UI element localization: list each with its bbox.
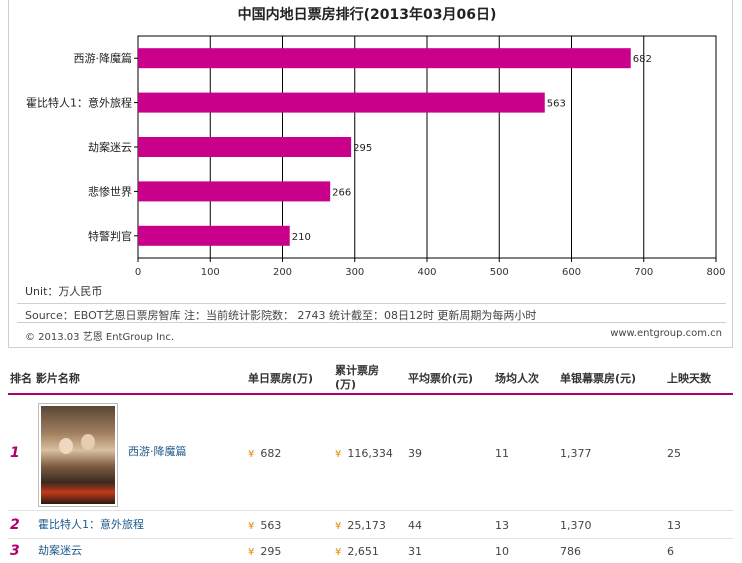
header-rank-name: 排名 影片名称 bbox=[10, 372, 80, 385]
rank-number: 2 bbox=[10, 517, 20, 533]
avg-ticket-price: 31 bbox=[408, 545, 422, 558]
cumulative-box-office: ¥25,173 bbox=[335, 519, 386, 532]
per-screen-box-office: 1,370 bbox=[560, 519, 592, 532]
cumulative-box-office: ¥116,334 bbox=[335, 447, 393, 460]
days-showing: 25 bbox=[667, 447, 681, 460]
header-cumulative: 累计票房 (万) bbox=[335, 364, 379, 392]
header-avg-price: 平均票价(元) bbox=[408, 372, 474, 385]
x-tick-label: 200 bbox=[273, 267, 292, 278]
category-label: 西游·降魔篇 bbox=[74, 51, 133, 65]
table-header: 排名 影片名称 单日票房(万) 累计票房 (万) 平均票价(元) 场均人次 单银… bbox=[8, 363, 733, 395]
website-link[interactable]: www.entgroup.com.cn bbox=[610, 328, 722, 339]
header-days: 上映天数 bbox=[667, 372, 711, 385]
data-label: 266 bbox=[332, 187, 351, 198]
per-screen-box-office: 786 bbox=[560, 545, 581, 558]
data-label: 682 bbox=[633, 54, 652, 65]
unit-label: Unit：万人民币 bbox=[25, 285, 103, 298]
yuan-icon: ¥ bbox=[248, 449, 255, 460]
rank-number: 1 bbox=[10, 445, 20, 461]
movie-poster[interactable] bbox=[38, 403, 118, 507]
film-name-link[interactable]: 霍比特人1：意外旅程 bbox=[38, 518, 144, 531]
yuan-icon: ¥ bbox=[335, 449, 342, 460]
table-row: 1 西游·降魔篇 ¥682 ¥116,334 39 11 1,377 25 bbox=[8, 397, 733, 511]
table-row: 2 霍比特人1：意外旅程 ¥563 ¥25,173 44 13 1,370 13 bbox=[8, 511, 733, 539]
x-tick-label: 500 bbox=[490, 267, 509, 278]
header-cumulative-line1: 累计票房 bbox=[335, 364, 379, 377]
avg-attendance: 11 bbox=[495, 447, 509, 460]
header-per-screen: 单银幕票房(元) bbox=[560, 372, 637, 385]
bar bbox=[138, 137, 352, 157]
box-office-bar-chart: 中国内地日票房排行(2013年03月06日) 0 100 200 300 400 500 60… bbox=[26, 6, 726, 278]
daily-box-office: ¥295 bbox=[248, 545, 282, 558]
film-name-link[interactable]: 劫案迷云 bbox=[38, 544, 82, 557]
yuan-icon: ¥ bbox=[335, 521, 342, 532]
chart-title: 中国内地日票房排行(2013年03月06日) bbox=[238, 6, 497, 23]
x-tick-label: 600 bbox=[562, 267, 581, 278]
header-daily: 单日票房(万) bbox=[248, 372, 314, 385]
copyright-text: © 2013.03 艺恩 EntGroup Inc. bbox=[25, 332, 175, 343]
x-tick-label: 0 bbox=[135, 267, 141, 278]
daily-box-office: ¥563 bbox=[248, 519, 282, 532]
daily-box-office: ¥682 bbox=[248, 447, 282, 460]
avg-ticket-price: 44 bbox=[408, 519, 422, 532]
days-showing: 6 bbox=[667, 545, 674, 558]
header-cumulative-line2: (万) bbox=[335, 378, 357, 391]
x-tick-label: 700 bbox=[634, 267, 653, 278]
bar bbox=[138, 92, 545, 113]
rank-number: 3 bbox=[10, 543, 20, 559]
per-screen-box-office: 1,377 bbox=[560, 447, 592, 460]
box-office-table: 排名 影片名称 单日票房(万) 累计票房 (万) 平均票价(元) 场均人次 单银… bbox=[8, 363, 733, 563]
avg-ticket-price: 39 bbox=[408, 447, 422, 460]
cumulative-box-office: ¥2,651 bbox=[335, 545, 379, 558]
data-label: 210 bbox=[292, 232, 311, 243]
yuan-icon: ¥ bbox=[248, 547, 255, 558]
source-note: Source：EBOT艺恩日票房智库 注：当前统计影院数： 2743 统计截至：… bbox=[17, 303, 726, 323]
yuan-icon: ¥ bbox=[335, 547, 342, 558]
avg-attendance: 10 bbox=[495, 545, 509, 558]
x-tick-label: 800 bbox=[706, 267, 725, 278]
category-label: 霍比特人1：意外旅程 bbox=[26, 96, 132, 110]
x-tick-label: 300 bbox=[345, 267, 364, 278]
yuan-icon: ¥ bbox=[248, 521, 255, 532]
category-label: 悲惨世界 bbox=[88, 184, 132, 198]
film-name-link[interactable]: 西游·降魔篇 bbox=[128, 445, 187, 458]
x-tick-label: 100 bbox=[201, 267, 220, 278]
data-label: 295 bbox=[353, 143, 372, 154]
x-tick-label: 400 bbox=[417, 267, 436, 278]
header-avg-attendance: 场均人次 bbox=[495, 372, 539, 385]
avg-attendance: 13 bbox=[495, 519, 509, 532]
table-row: 3 劫案迷云 ¥295 ¥2,651 31 10 786 6 bbox=[8, 539, 733, 563]
box-office-chart-panel: 中国内地日票房排行(2013年03月06日) 0 100 200 300 400 500 60… bbox=[8, 0, 733, 348]
days-showing: 13 bbox=[667, 519, 681, 532]
bar bbox=[138, 225, 290, 246]
data-label: 563 bbox=[547, 99, 566, 110]
bar bbox=[138, 48, 631, 69]
category-label: 特警判官 bbox=[88, 229, 132, 243]
category-label: 劫案迷云 bbox=[88, 140, 132, 154]
bar bbox=[138, 181, 331, 202]
